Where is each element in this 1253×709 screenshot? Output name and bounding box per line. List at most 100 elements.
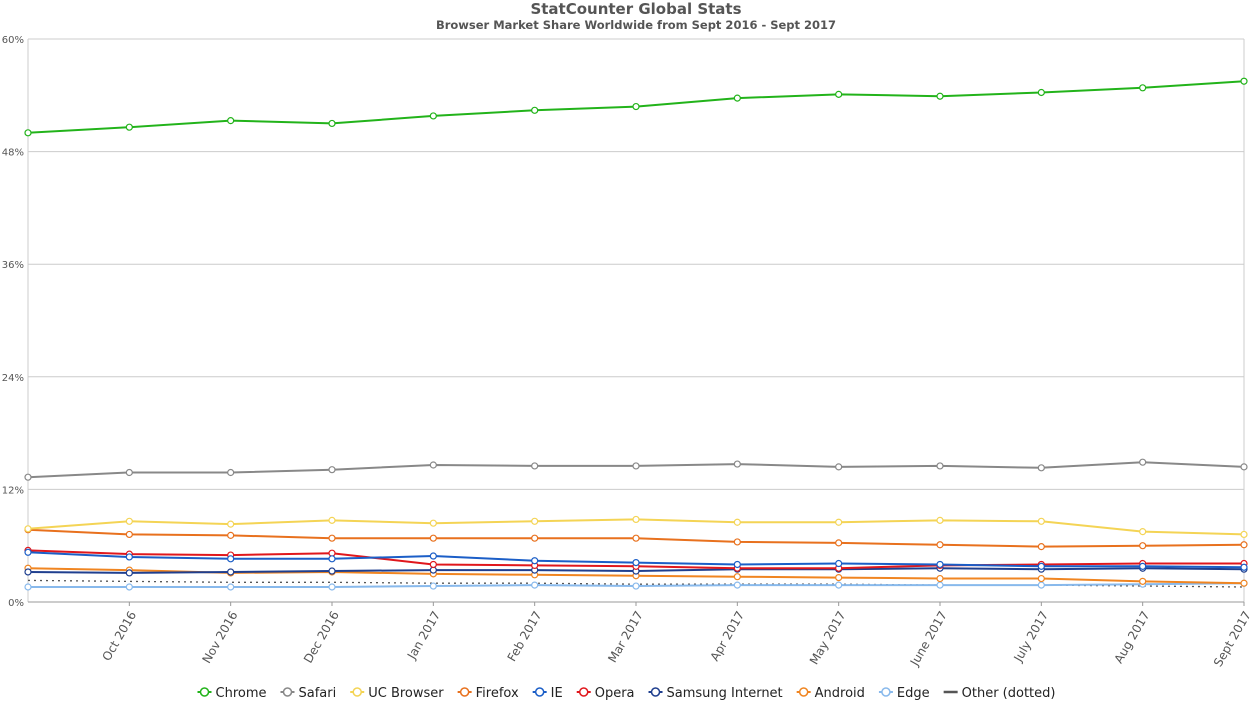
chart-subtitle: Browser Market Share Worldwide from Sept… <box>436 18 836 32</box>
data-point <box>24 583 32 591</box>
data-point <box>835 518 843 526</box>
data-point <box>429 582 437 590</box>
data-point <box>24 525 32 533</box>
x-tick-label: Apr 2017 <box>708 609 748 664</box>
data-point <box>733 560 741 569</box>
legend-label: Safari <box>299 686 337 701</box>
data-point <box>733 581 741 589</box>
data-point <box>328 466 336 474</box>
plot-area <box>24 77 1248 591</box>
data-point <box>1037 581 1045 589</box>
data-point <box>328 516 336 524</box>
data-point <box>429 519 437 527</box>
data-point <box>1240 563 1248 571</box>
data-point <box>733 460 741 468</box>
legend-item: Other (dotted) <box>943 686 1055 701</box>
data-point <box>936 541 944 549</box>
legend-item: IE <box>532 686 563 701</box>
legend-label: IE <box>551 686 563 701</box>
y-tick-label: 12% <box>2 485 24 496</box>
data-point <box>835 463 843 471</box>
legend: Chrome Safari UC Browser Firefox IE Opera Sams… <box>197 686 1055 701</box>
data-point <box>429 461 437 469</box>
data-point <box>835 90 843 98</box>
data-point <box>936 462 944 470</box>
data-point <box>125 123 133 131</box>
series-uc-browser <box>24 515 1248 539</box>
x-tick-label: Dec 2016 <box>301 609 342 666</box>
series-safari <box>24 458 1248 481</box>
data-point <box>632 558 640 567</box>
data-point <box>1240 463 1248 471</box>
axes: 0% 12% 24% 36% 48% 60% Oct 2016 Nov 2016 Dec 201… <box>2 35 1253 669</box>
data-point <box>936 581 944 589</box>
data-point <box>125 517 133 525</box>
data-point <box>531 106 539 114</box>
data-point <box>936 516 944 524</box>
legend-item: Firefox <box>457 686 519 701</box>
legend-marker <box>282 687 293 697</box>
legend-marker <box>352 687 362 697</box>
legend-label: Opera <box>595 686 635 701</box>
legend-label: Firefox <box>476 686 519 701</box>
data-point <box>936 574 944 583</box>
data-point <box>429 552 437 560</box>
series-firefox <box>24 526 1248 551</box>
legend-item: Android <box>796 686 865 701</box>
x-tick-label: Oct 2016 <box>100 609 140 664</box>
data-point <box>125 569 133 577</box>
data-point <box>1037 464 1045 472</box>
data-point <box>1240 77 1248 85</box>
series-chrome <box>24 77 1248 137</box>
data-point <box>531 517 539 525</box>
data-point <box>632 515 640 524</box>
y-tick-label: 48% <box>2 148 24 159</box>
x-tick-label: Sept 2017 <box>1211 609 1253 669</box>
legend-item: UC Browser <box>350 686 444 701</box>
data-point <box>835 559 843 568</box>
data-point <box>1037 562 1045 570</box>
data-point <box>125 530 133 539</box>
data-point <box>227 520 235 528</box>
data-point <box>632 582 640 590</box>
data-point <box>936 560 944 569</box>
legend-label: Samsung Internet <box>667 686 783 701</box>
legend-marker <box>881 687 891 697</box>
data-point <box>24 129 32 137</box>
data-point <box>1240 541 1248 549</box>
legend-item: Opera <box>576 686 635 701</box>
data-point <box>835 539 843 547</box>
legend-marker <box>459 687 470 697</box>
data-point <box>429 534 437 542</box>
data-point <box>227 531 235 539</box>
data-point <box>1139 562 1147 570</box>
data-point <box>1037 543 1045 551</box>
y-tick-label: 24% <box>2 373 24 384</box>
data-point <box>835 574 843 582</box>
x-tick-label: June 2017 <box>907 609 950 669</box>
y-tick-label: 60% <box>2 35 24 46</box>
data-point <box>1139 458 1147 466</box>
data-point <box>531 581 539 589</box>
data-point <box>328 534 336 542</box>
data-point <box>227 583 235 591</box>
x-tick-label: Feb 2017 <box>505 609 545 664</box>
data-point <box>733 518 741 526</box>
legend-marker <box>534 687 545 697</box>
data-point <box>632 102 640 111</box>
data-point <box>125 468 133 477</box>
legend-marker <box>578 687 589 697</box>
data-point <box>531 462 539 470</box>
legend-item: Edge <box>878 686 930 701</box>
data-point <box>227 468 235 477</box>
data-point <box>429 112 437 120</box>
legend-marker <box>199 687 210 697</box>
x-tick-label: Nov 2016 <box>200 609 241 666</box>
legend-label: Android <box>815 686 865 701</box>
data-point <box>733 538 741 546</box>
data-point <box>936 92 944 100</box>
data-point <box>632 534 640 542</box>
legend-label: Chrome <box>216 686 267 701</box>
data-point <box>733 94 741 102</box>
